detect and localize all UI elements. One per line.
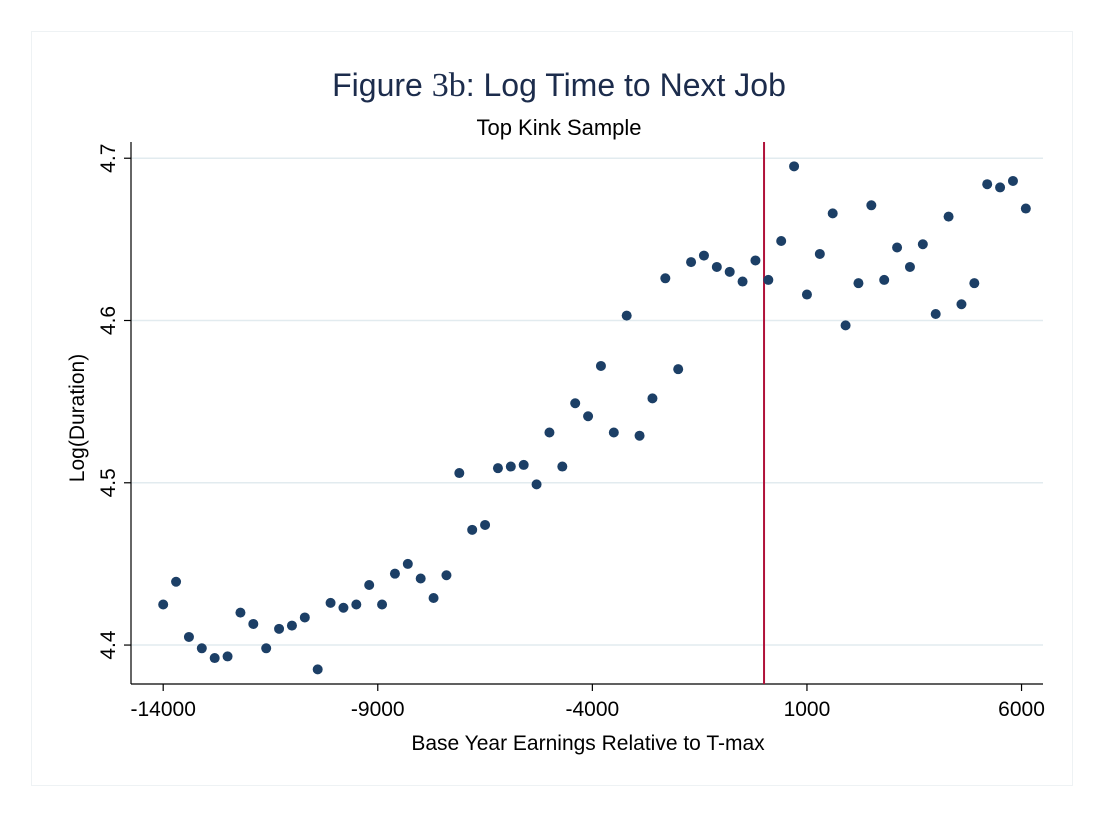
data-point <box>840 320 851 331</box>
data-point <box>235 607 246 618</box>
data-point <box>583 411 594 422</box>
gridlines <box>131 157 1043 646</box>
title-figure-number: 3b <box>432 67 466 104</box>
data-point <box>325 597 336 608</box>
data-point <box>634 430 645 441</box>
data-point <box>1007 175 1018 186</box>
data-point <box>312 664 323 675</box>
data-point <box>660 273 671 284</box>
y-tick-label: 4.6 <box>97 306 120 335</box>
data-point <box>492 463 503 474</box>
data-point <box>969 278 980 289</box>
data-point <box>647 393 658 404</box>
y-tick-label: 4.7 <box>97 144 120 173</box>
data-point <box>737 276 748 287</box>
data-point <box>248 618 259 629</box>
data-point <box>698 250 709 261</box>
data-point <box>608 427 619 438</box>
data-point <box>711 261 722 272</box>
data-point <box>750 255 761 266</box>
data-point <box>183 631 194 642</box>
x-tick-label: 6000 <box>998 698 1045 721</box>
data-point <box>982 179 993 190</box>
data-point <box>364 580 375 591</box>
data-point <box>171 576 182 587</box>
data-point <box>389 568 400 579</box>
data-point <box>892 242 903 253</box>
data-point <box>814 248 825 259</box>
data-points <box>158 161 1031 675</box>
data-point <box>724 266 735 277</box>
data-point <box>930 309 941 320</box>
data-point <box>1020 203 1031 214</box>
data-point <box>351 599 362 610</box>
data-point <box>518 459 529 470</box>
data-point <box>428 592 439 603</box>
data-point <box>621 310 632 321</box>
data-point <box>853 278 864 289</box>
data-point <box>866 200 877 211</box>
chart-title: Figure 3b: Log Time to Next Job <box>332 67 786 104</box>
data-point <box>776 235 787 246</box>
data-point <box>789 161 800 172</box>
y-tick-label: 4.4 <box>97 630 120 660</box>
chart-subtitle: Top Kink Sample <box>476 115 641 140</box>
data-point <box>879 274 890 285</box>
x-tick-label: -9000 <box>351 698 405 721</box>
figure-frame <box>31 31 1073 786</box>
data-point <box>274 623 285 634</box>
data-point <box>557 461 568 472</box>
data-point <box>196 643 207 654</box>
data-point <box>222 651 233 662</box>
x-tick-label: -14000 <box>130 698 195 721</box>
data-point <box>686 257 697 268</box>
data-point <box>467 524 478 535</box>
data-point <box>377 599 388 610</box>
data-point <box>595 360 606 371</box>
data-point <box>338 602 349 613</box>
data-point <box>402 558 413 569</box>
data-point <box>209 653 220 664</box>
data-point <box>995 182 1006 193</box>
data-point <box>544 427 555 438</box>
y-tick-label: 4.5 <box>97 468 120 497</box>
data-point <box>570 398 581 409</box>
x-tick-label: -4000 <box>566 698 620 721</box>
data-point <box>261 643 272 654</box>
data-point <box>917 239 928 250</box>
data-point <box>505 461 516 472</box>
axes: 4.4 4.5 4.6 4.7 -14000 -9000 -4000 1000 6000 <box>97 142 1045 721</box>
data-point <box>673 364 684 375</box>
data-point <box>801 289 812 300</box>
data-point <box>286 620 297 631</box>
data-point <box>299 612 310 623</box>
data-point <box>904 261 915 272</box>
data-point <box>415 573 426 584</box>
data-point <box>763 274 774 285</box>
data-point <box>454 468 465 479</box>
data-point <box>441 570 452 581</box>
data-point <box>956 299 967 310</box>
data-point <box>827 208 838 219</box>
data-point <box>531 479 542 490</box>
title-suffix: : Log Time to Next Job <box>466 67 786 103</box>
data-point <box>943 211 954 222</box>
x-tick-label: 1000 <box>784 698 831 721</box>
data-point <box>480 519 491 530</box>
y-axis-label: Log(Duration) <box>66 354 89 482</box>
data-point <box>158 599 169 610</box>
title-prefix: Figure <box>332 67 432 103</box>
x-axis-label: Base Year Earnings Relative to T-max <box>411 732 765 755</box>
